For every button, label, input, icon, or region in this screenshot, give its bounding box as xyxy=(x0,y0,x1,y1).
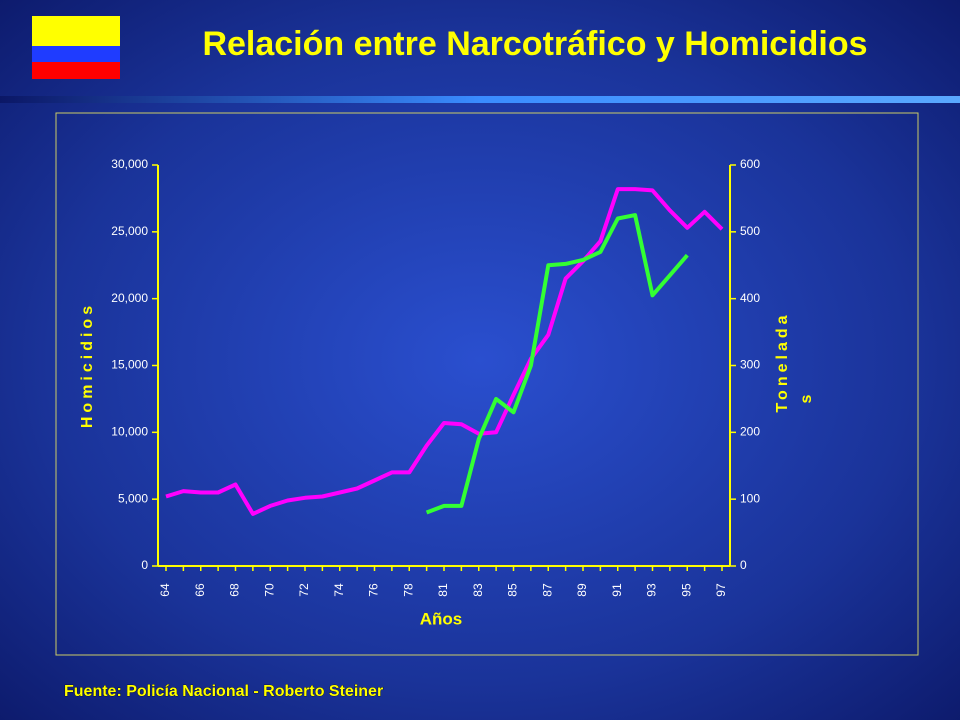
x-tick-label: 76 xyxy=(367,583,381,597)
x-axis-label: Años xyxy=(420,609,463,628)
x-tick-label: 64 xyxy=(158,583,172,597)
y2-tick-label: 200 xyxy=(740,425,760,439)
x-tick-label: 85 xyxy=(506,583,520,597)
x-tick-label: 89 xyxy=(575,583,589,597)
y-tick-label: 25,000 xyxy=(111,224,148,238)
y2-tick-label: 0 xyxy=(740,558,747,572)
x-tick-label: 72 xyxy=(297,583,311,597)
y-tick-label: 15,000 xyxy=(111,358,148,372)
flag xyxy=(32,16,120,79)
series-line xyxy=(165,187,724,516)
chart: 0 5,000 10,000 15,000 20,000 25,000 30,000 0 100… xyxy=(79,157,815,628)
x-tick-label: 93 xyxy=(645,583,659,597)
y2-tick-label: 400 xyxy=(740,291,760,305)
y2-tick-label: 500 xyxy=(740,224,760,238)
x-tick-label: 97 xyxy=(714,583,728,597)
y-tick-label: 20,000 xyxy=(111,291,148,305)
series-line xyxy=(425,213,689,515)
y2-tick-label: 300 xyxy=(740,358,760,372)
title: Relación entre Narcotráfico y Homicidios xyxy=(202,25,867,63)
x-tick-label: 78 xyxy=(401,583,415,597)
x-tick-label: 68 xyxy=(228,583,242,597)
y-tick-label: 10,000 xyxy=(111,425,148,439)
y-tick-label: 0 xyxy=(141,558,148,572)
x-tick-label: 87 xyxy=(540,583,554,597)
y2-tick-label: 600 xyxy=(740,157,760,171)
x-tick-label: 70 xyxy=(262,583,276,597)
y-axis-label: Homicidios xyxy=(79,302,96,428)
y2-tick-label: 100 xyxy=(740,491,760,505)
chart-frame xyxy=(55,112,919,656)
x-tick-label: 81 xyxy=(436,583,450,597)
y-tick-label: 5,000 xyxy=(118,491,148,505)
x-tick-label: 95 xyxy=(679,583,693,597)
x-tick-label: 74 xyxy=(332,583,346,597)
x-tick-label: 91 xyxy=(610,583,624,597)
y-tick-label: 30,000 xyxy=(111,157,148,171)
y2-axis-label: Tonelada xyxy=(774,311,791,412)
x-tick-label: 66 xyxy=(193,583,207,597)
header-rule xyxy=(0,96,960,103)
x-tick-label: 83 xyxy=(471,583,485,597)
source: Fuente: Policía Nacional - Roberto Stein… xyxy=(64,683,383,700)
y2-axis-label: s xyxy=(798,391,815,404)
